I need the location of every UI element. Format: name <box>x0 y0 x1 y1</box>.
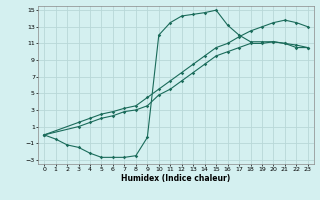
X-axis label: Humidex (Indice chaleur): Humidex (Indice chaleur) <box>121 174 231 183</box>
